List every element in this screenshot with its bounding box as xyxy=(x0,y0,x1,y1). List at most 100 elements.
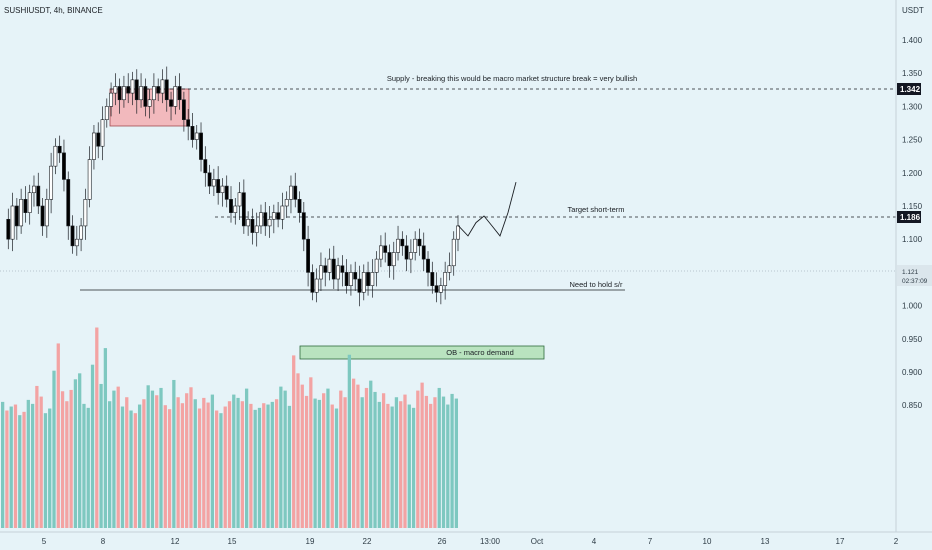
volume-bar xyxy=(65,401,69,528)
candle-body xyxy=(70,225,75,247)
candle-body xyxy=(83,199,88,227)
volume-bar xyxy=(202,397,206,528)
candle-body xyxy=(306,238,310,273)
candle-body xyxy=(181,99,186,120)
volume-bar xyxy=(52,370,56,528)
candle-body xyxy=(314,278,319,293)
volume-bar xyxy=(347,354,351,528)
candle-body xyxy=(289,185,293,200)
volume-bar xyxy=(339,390,343,528)
volume-bar xyxy=(446,404,450,528)
time-tick-label: Oct xyxy=(531,537,544,546)
candle-body xyxy=(404,245,409,260)
candle-body xyxy=(443,272,448,286)
candle-body xyxy=(353,272,358,280)
volume-bar xyxy=(137,404,142,528)
volume-bar xyxy=(407,404,411,528)
candle-body xyxy=(19,199,24,227)
volume-bar xyxy=(279,386,283,528)
candle-body xyxy=(237,192,242,207)
candle-body xyxy=(100,119,105,147)
candle-body xyxy=(194,132,199,140)
candle-body xyxy=(190,126,195,140)
volume-bar xyxy=(82,403,86,528)
candle-body xyxy=(426,258,430,273)
chart-title: SUSHIUSDT, 4h, BINANCE xyxy=(4,6,103,15)
volume-bar xyxy=(215,410,219,528)
candle-body xyxy=(224,185,229,200)
candle-body xyxy=(10,205,15,240)
candle-body xyxy=(297,199,302,213)
volume-bar xyxy=(103,348,108,528)
time-tick-label: 26 xyxy=(438,537,447,546)
candle-body xyxy=(160,79,165,94)
candle-body xyxy=(434,285,439,293)
volume-bar xyxy=(326,388,330,528)
volume-bar xyxy=(18,415,22,528)
volume-bar xyxy=(73,379,78,528)
candle-body xyxy=(293,185,298,200)
candle-body xyxy=(134,79,139,101)
volume-bar xyxy=(90,364,95,528)
candle-body xyxy=(177,86,182,101)
candle-body xyxy=(130,79,135,94)
volume-bar xyxy=(30,403,35,528)
volume-bar xyxy=(420,382,424,528)
time-tick-label: 17 xyxy=(836,537,845,546)
candle-body xyxy=(53,145,58,167)
volume-bar xyxy=(26,399,30,528)
candle-body xyxy=(421,245,426,260)
candle-body xyxy=(323,265,328,273)
candle-body xyxy=(62,152,66,180)
candle-body xyxy=(220,185,225,194)
volume-bar xyxy=(206,402,210,528)
volume-bar xyxy=(43,413,48,528)
volume-bar xyxy=(317,399,322,528)
volume-bar xyxy=(330,404,334,528)
time-axis[interactable]: 5 8 12 15 19 22 26 13:00 Oct 4 7 10 13 17 2 xyxy=(42,537,899,546)
time-tick-label: 7 xyxy=(648,537,653,546)
volume-bar xyxy=(394,397,399,528)
candle-body xyxy=(147,99,152,107)
volume-bar xyxy=(429,403,433,528)
demand-zone[interactable] xyxy=(299,345,545,360)
candle-body xyxy=(417,238,422,247)
supply-price-tag: 1.342 xyxy=(897,83,921,95)
volume-bar xyxy=(146,385,150,528)
svg-text:1.342: 1.342 xyxy=(900,85,921,94)
volume-bar xyxy=(35,385,39,528)
price-tick-label: 1.200 xyxy=(902,169,923,178)
candle-body xyxy=(14,205,19,227)
volume-bar xyxy=(163,405,167,528)
projected-path[interactable] xyxy=(457,181,517,237)
candle-body xyxy=(301,212,306,240)
candle-body xyxy=(267,218,272,227)
volume-bar xyxy=(108,401,112,528)
candle-body xyxy=(451,238,456,267)
time-tick-label: 19 xyxy=(306,537,315,546)
time-tick-label: 10 xyxy=(703,537,712,546)
volume-bar xyxy=(60,391,65,528)
candle-body xyxy=(284,199,289,207)
candle-body xyxy=(113,86,118,94)
volume-bar xyxy=(22,411,26,528)
volume-bar xyxy=(437,387,441,528)
volume-bar xyxy=(424,395,429,528)
volume-bar xyxy=(411,407,416,528)
candle-body xyxy=(276,212,281,220)
volume-bar xyxy=(133,413,137,528)
volume-bar xyxy=(381,393,386,528)
price-tick-label: 1.150 xyxy=(902,202,923,211)
volume-bar xyxy=(1,401,5,528)
volume-bar xyxy=(176,397,180,528)
volume-bar xyxy=(99,383,103,528)
target-price-tag: 1.186 xyxy=(897,211,921,223)
candle-body xyxy=(319,265,323,280)
candle-body xyxy=(49,165,54,200)
volume-bar xyxy=(78,373,82,528)
candles xyxy=(6,66,460,307)
price-tick-label: 1.000 xyxy=(902,302,923,311)
volume-bar xyxy=(416,390,420,528)
candle-body xyxy=(40,205,45,227)
